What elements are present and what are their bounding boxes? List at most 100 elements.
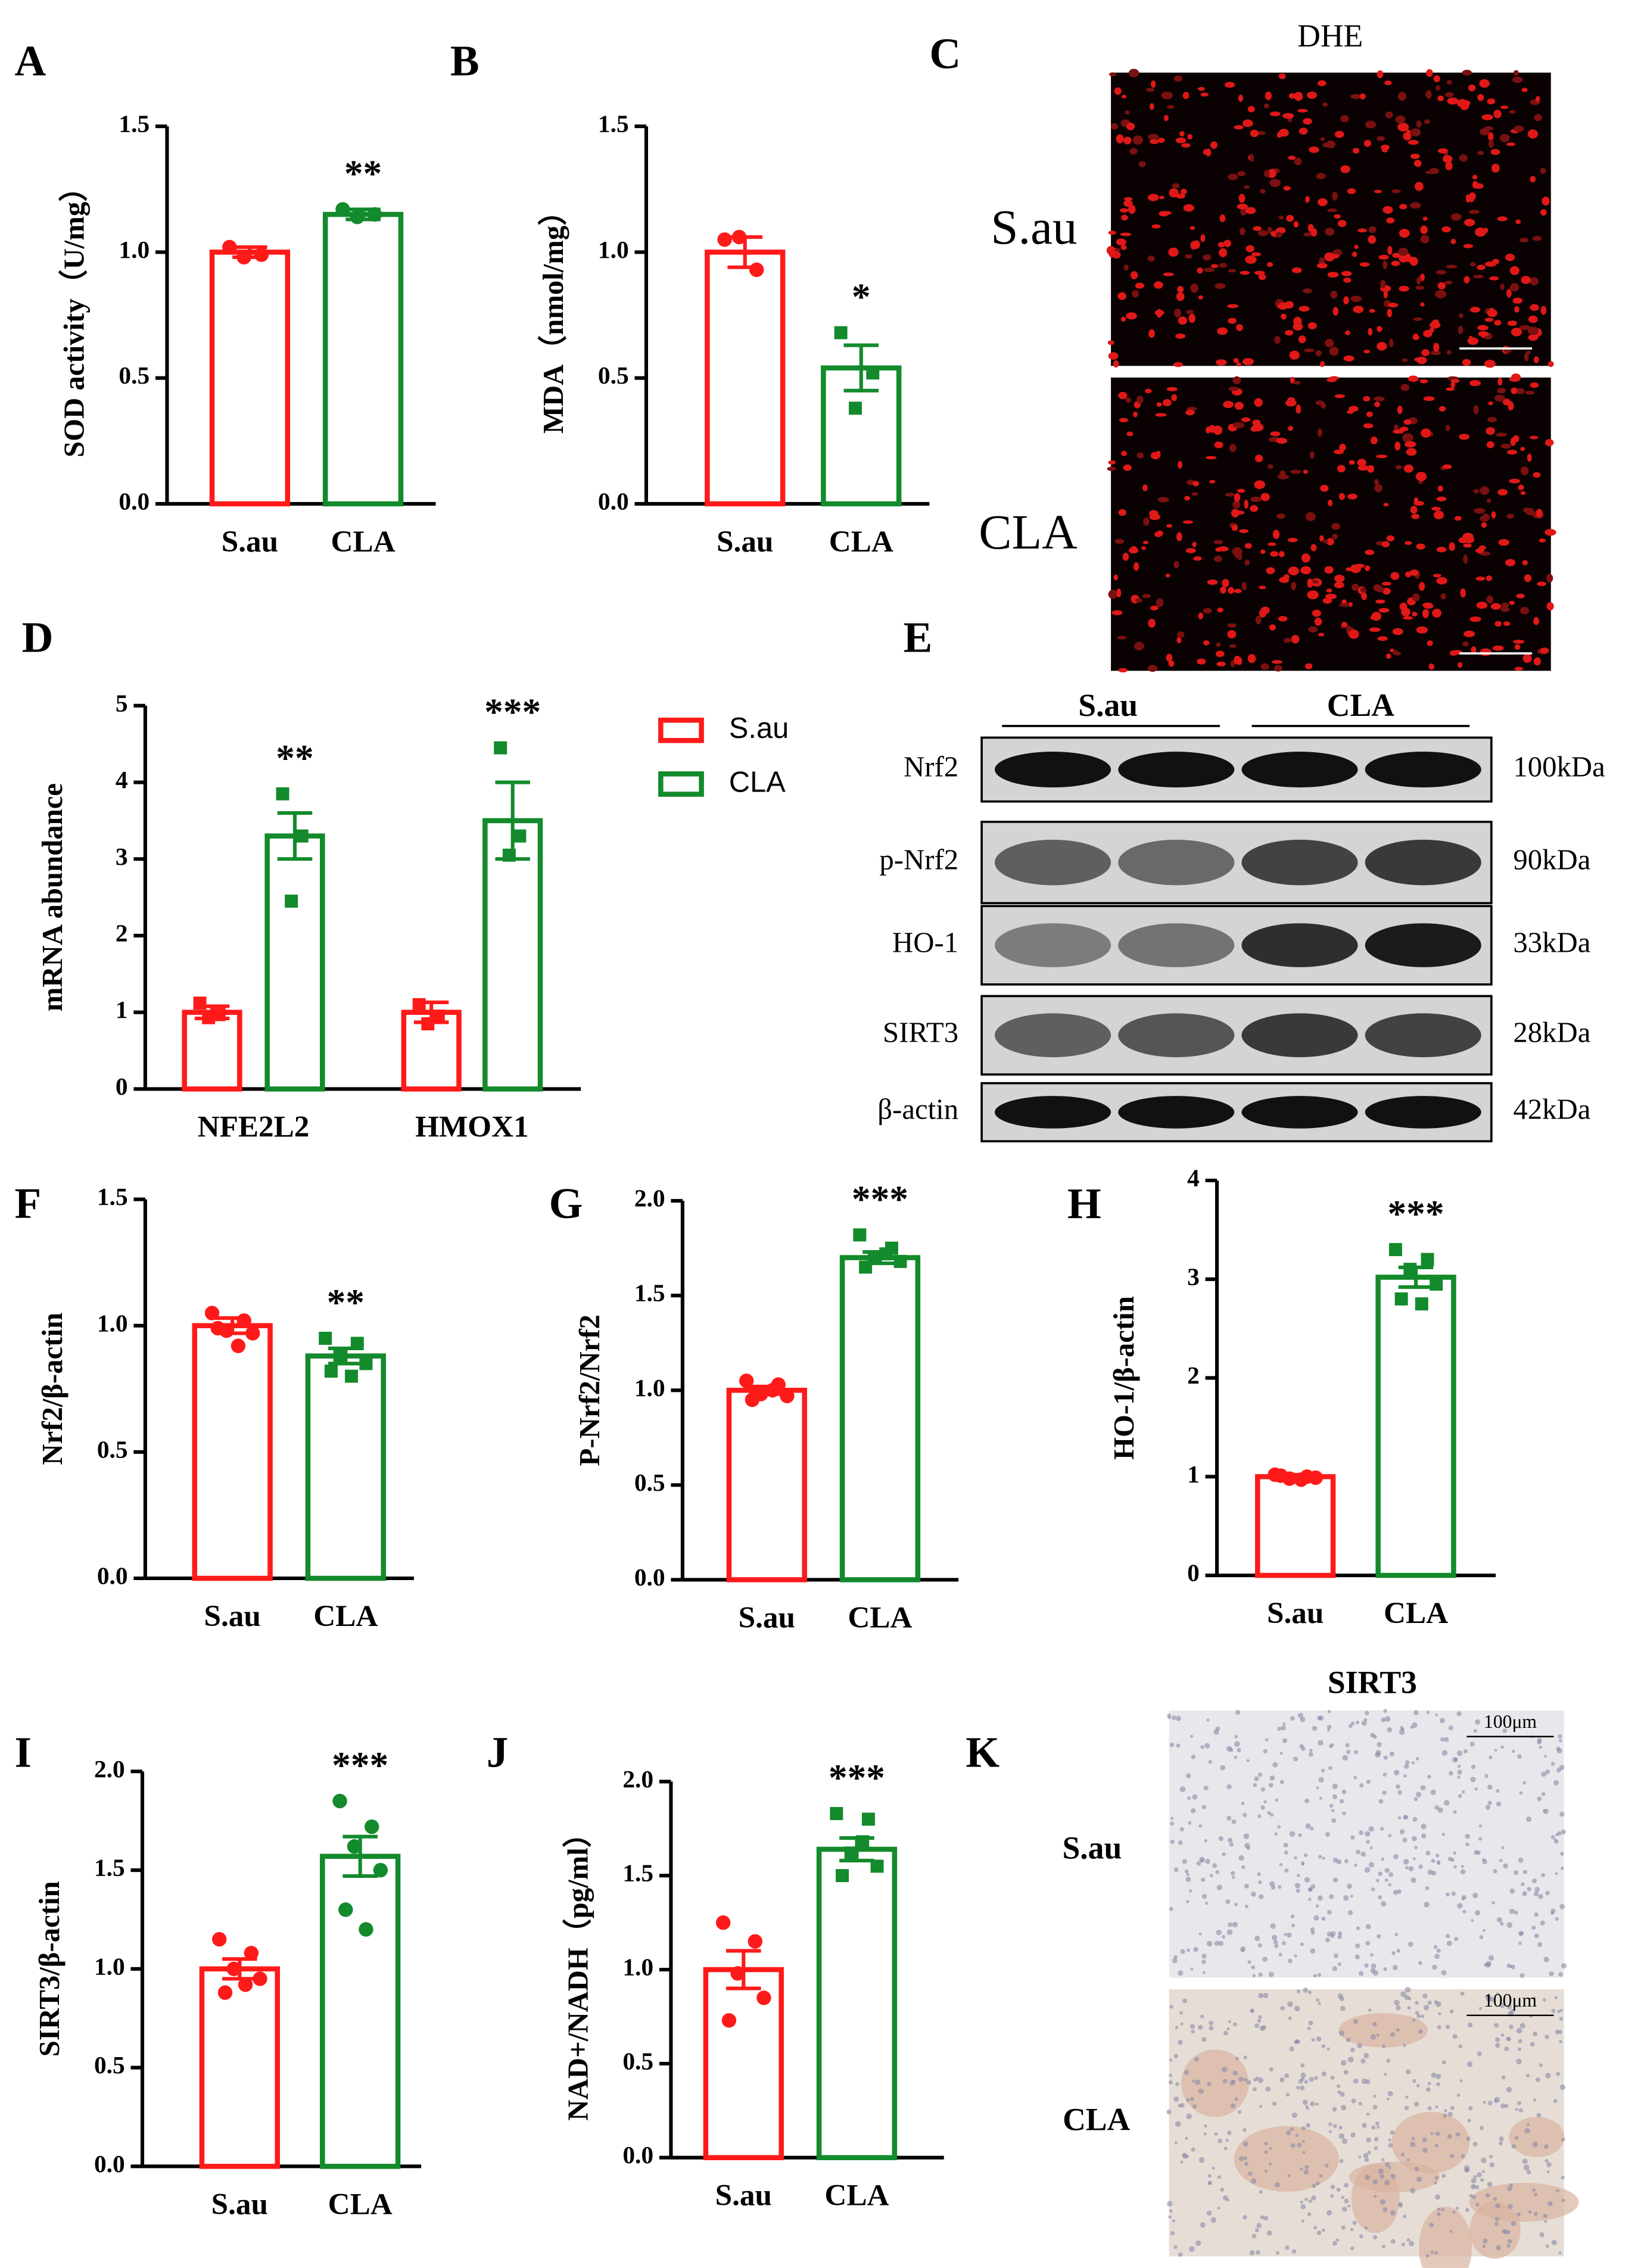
texture: [1134, 641, 1144, 651]
texture: [1468, 84, 1476, 92]
texture: [1540, 209, 1547, 216]
texture: [1511, 328, 1522, 337]
texture: [1390, 2239, 1396, 2244]
texture: [1130, 271, 1138, 279]
data-point: [332, 1793, 347, 1809]
texture: [1203, 254, 1212, 261]
texture: [1192, 541, 1197, 547]
texture: [1128, 204, 1136, 214]
texture: [1505, 559, 1516, 566]
texture: [1369, 627, 1381, 632]
texture: [1234, 1741, 1240, 1747]
data-point: [245, 1326, 260, 1341]
texture: [1268, 1971, 1274, 1977]
panel-label: F: [14, 1179, 41, 1228]
texture: [1317, 1973, 1322, 1977]
texture: [1528, 315, 1538, 323]
texture: [1131, 546, 1137, 551]
texture: [1381, 2158, 1385, 2162]
texture: [1204, 1839, 1208, 1843]
data-point: [335, 202, 350, 217]
texture: [1197, 658, 1206, 665]
data-point: [324, 1364, 338, 1378]
texture: [1506, 2004, 1512, 2010]
texture: [1514, 644, 1521, 650]
texture: [1372, 2105, 1378, 2110]
texture: [1422, 2137, 1427, 2142]
data-point: [893, 1254, 907, 1268]
texture: [1388, 338, 1394, 348]
texture: [1433, 75, 1440, 83]
texture: [1553, 1780, 1559, 1786]
texture: [1522, 560, 1528, 566]
texture: [1499, 133, 1510, 142]
texture: [1238, 94, 1244, 102]
texture: [1201, 1805, 1206, 1809]
y-axis-label: P-Nrf2/Nrf2: [574, 1314, 606, 1466]
texture: [1405, 571, 1412, 578]
texture: [1228, 317, 1237, 324]
texture: [1244, 543, 1252, 549]
texture: [1406, 2238, 1410, 2242]
texture: [1416, 2084, 1420, 2088]
texture: [1496, 1992, 1500, 1996]
texture: [1441, 2173, 1446, 2178]
texture: [1126, 431, 1134, 437]
texture: [1142, 484, 1148, 491]
texture: [1112, 251, 1121, 259]
texture: [1350, 1835, 1355, 1840]
texture: [1455, 2207, 1459, 2210]
texture: [1278, 73, 1286, 79]
texture: [1473, 2174, 1477, 2179]
texture: [1536, 509, 1543, 518]
y-tick-label: 0.0: [598, 487, 629, 515]
texture: [1402, 358, 1408, 362]
texture: [1540, 167, 1546, 175]
texture: [1340, 165, 1350, 173]
texture: [1413, 2101, 1419, 2107]
texture: [1333, 2124, 1337, 2128]
texture: [1303, 118, 1312, 125]
texture: [1388, 2138, 1391, 2142]
texture: [1412, 335, 1419, 341]
data-point: [856, 1835, 870, 1849]
texture: [1400, 384, 1410, 391]
data-point: [1394, 1292, 1408, 1306]
y-tick-label: 3: [1187, 1263, 1200, 1290]
texture: [1509, 478, 1521, 484]
data-point: [236, 1313, 251, 1328]
texture: [1167, 2201, 1173, 2207]
texture: [1553, 2099, 1558, 2103]
texture: [1148, 194, 1159, 201]
texture: [1405, 1866, 1409, 1870]
y-tick-label: 1.0: [622, 1954, 653, 1981]
texture: [1217, 2207, 1220, 2210]
texture: [1506, 2244, 1511, 2248]
texture: [1180, 2160, 1184, 2164]
x-tick-label: NFE2L2: [198, 1110, 310, 1144]
texture: [1545, 2035, 1549, 2039]
texture: [1128, 68, 1139, 77]
y-tick-label: 1.5: [94, 1854, 125, 1881]
texture: [1296, 1888, 1300, 1893]
texture: [1460, 1869, 1466, 1875]
texture: [1187, 134, 1193, 140]
texture: [1334, 581, 1344, 588]
texture: [1224, 82, 1235, 88]
texture: [1462, 70, 1472, 76]
texture: [1449, 542, 1455, 551]
texture: [1151, 80, 1156, 88]
texture: [1366, 2113, 1370, 2116]
texture: [1423, 603, 1434, 609]
texture: [1555, 1917, 1559, 1921]
texture: [1390, 2210, 1396, 2216]
texture: [1239, 529, 1249, 534]
texture: [1354, 1863, 1357, 1867]
texture: [1320, 361, 1325, 367]
texture: [1173, 560, 1179, 569]
texture: [1284, 2073, 1290, 2079]
texture: [1149, 103, 1154, 110]
texture: [1184, 1869, 1189, 1874]
texture: [1550, 1762, 1555, 1766]
texture: [1489, 2154, 1493, 2158]
